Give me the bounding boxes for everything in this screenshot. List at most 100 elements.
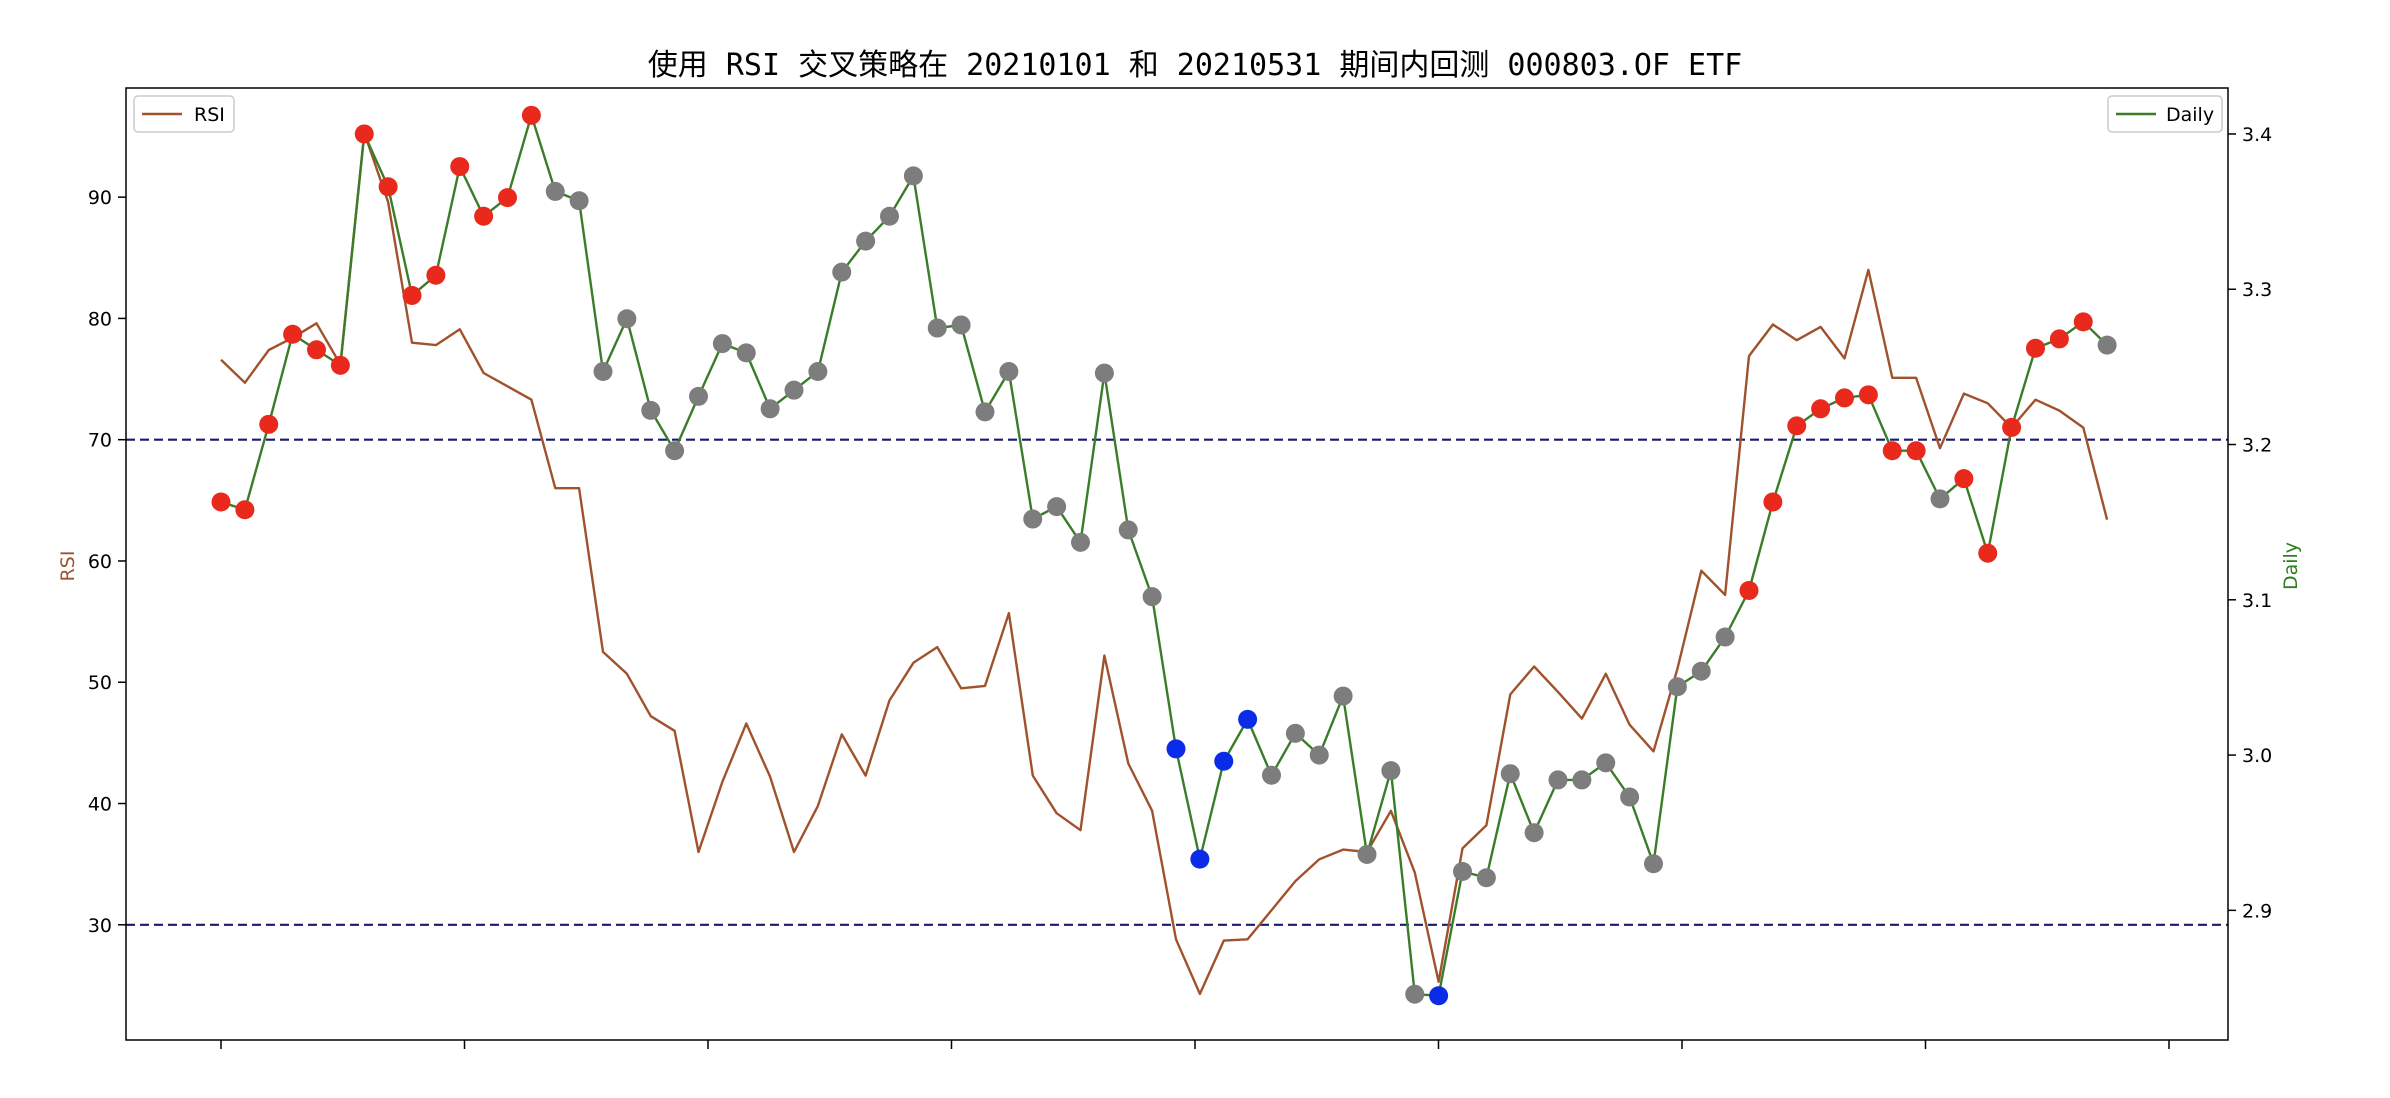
legend-right: Daily (2107, 95, 2223, 133)
series-line-daily (220, 114, 2108, 997)
data-point-signal-red (2073, 312, 2093, 332)
data-point-signal-red (259, 414, 279, 434)
series-line-rsi (220, 131, 2109, 996)
data-point-signal-gray (903, 166, 923, 186)
data-point-signal-gray (856, 231, 876, 251)
plot-frame (125, 87, 2229, 1041)
data-point-signal-red (211, 492, 231, 512)
data-point-signal-gray (1548, 770, 1568, 790)
data-point-signal-gray (1715, 627, 1735, 647)
data-point-signal-gray (1691, 661, 1711, 681)
right-tick-label: 2.9 (2242, 900, 2272, 922)
data-point-signal-red (498, 188, 517, 208)
data-point-signal-gray (1047, 497, 1067, 517)
data-point-signal-red (2002, 417, 2022, 437)
data-point-signal-red (1906, 441, 1926, 461)
data-point-signal-red (354, 124, 374, 144)
data-point-signal-red (402, 285, 422, 305)
left-tick-label: 50 (88, 672, 112, 694)
data-point-signal-red (450, 157, 470, 177)
data-point-signal-red (1835, 388, 1854, 408)
data-point-signal-gray (808, 362, 828, 382)
data-point-signal-gray (569, 191, 589, 211)
data-point-signal-gray (760, 399, 780, 419)
legend-left: RSI (133, 95, 235, 133)
right-tick-label: 3.1 (2242, 590, 2272, 612)
data-point-signal-red (378, 177, 398, 197)
data-point-signal-gray (1118, 520, 1138, 540)
data-point-signal-gray (1333, 686, 1353, 706)
legend-left-box (133, 95, 235, 133)
left-tick-label: 40 (88, 794, 112, 816)
data-point-signal-gray (593, 362, 613, 382)
data-point-signal-red (1763, 492, 1783, 512)
data-point-signal-blue (1190, 849, 1210, 869)
data-point-signal-gray (665, 441, 685, 461)
data-point-signal-gray (951, 315, 971, 335)
data-point-signal-gray (641, 400, 661, 420)
data-point-signal-gray (880, 206, 899, 226)
data-point-signal-gray (999, 362, 1019, 382)
data-point-signal-gray (1309, 745, 1329, 765)
data-point-signal-gray (975, 402, 995, 422)
legend-left-label: RSI (194, 104, 225, 126)
data-point-signal-gray (1262, 765, 1281, 785)
left-tick-label: 90 (88, 187, 112, 209)
data-point-signal-red (235, 500, 255, 520)
data-point-signal-red (474, 206, 494, 226)
data-point-signal-blue (1166, 739, 1186, 759)
left-tick-label: 80 (88, 308, 112, 330)
data-point-signal-gray (1071, 532, 1090, 552)
data-point-signal-red (2049, 329, 2069, 349)
right-tick-label: 3.0 (2242, 745, 2272, 767)
data-point-signal-red (2026, 338, 2045, 358)
data-point-signal-red (1787, 416, 1807, 436)
data-point-signal-gray (689, 386, 708, 406)
legend-right-box (2107, 95, 2223, 133)
right-tick-label: 3.2 (2242, 435, 2272, 457)
right-axis-label: Daily (2280, 542, 2302, 590)
data-point-signal-gray (1596, 753, 1616, 773)
data-point-signal-gray (1094, 363, 1114, 383)
left-axis-label: RSI (57, 551, 79, 582)
data-point-signal-gray (1285, 723, 1305, 743)
data-point-signal-gray (1357, 844, 1377, 864)
data-point-signal-gray (1453, 862, 1472, 882)
chart-title: 使用 RSI 交叉策略在 20210101 和 20210531 期间内回测 0… (647, 48, 1743, 83)
legend-right-label: Daily (2166, 104, 2214, 126)
data-point-signal-gray (832, 262, 852, 282)
data-point-signal-gray (1476, 868, 1496, 888)
data-point-signal-red (1978, 543, 1998, 563)
data-point-signal-red (307, 340, 326, 360)
data-point-signal-gray (1667, 677, 1687, 697)
data-point-signal-gray (784, 380, 804, 400)
data-point-signal-gray (1381, 761, 1401, 781)
data-point-signal-blue (1238, 709, 1258, 729)
data-point-signal-gray (1142, 587, 1162, 607)
data-point-signal-gray (2097, 335, 2117, 355)
right-tick-label: 3.3 (2242, 279, 2272, 301)
data-point-signal-gray (617, 309, 637, 329)
data-point-signal-gray (736, 343, 756, 363)
data-point-signal-gray (1620, 787, 1640, 807)
data-point-signal-gray (1930, 489, 1950, 509)
data-point-signal-red (1954, 469, 1974, 489)
data-point-signal-red (426, 265, 446, 285)
data-point-signal-gray (1524, 823, 1544, 843)
data-point-signal-gray (1644, 854, 1663, 874)
data-point-signal-blue (1214, 751, 1234, 771)
data-point-signal-gray (1405, 984, 1425, 1004)
left-tick-label: 60 (88, 551, 112, 573)
left-tick-label: 70 (88, 430, 112, 452)
data-point-signal-red (1739, 580, 1759, 600)
right-tick-label: 3.4 (2242, 124, 2272, 146)
data-point-signal-gray (545, 181, 565, 201)
data-point-signal-gray (1500, 764, 1520, 784)
data-point-signal-gray (712, 334, 732, 354)
data-point-signal-gray (1572, 770, 1592, 790)
data-point-signal-red (1858, 385, 1878, 405)
data-point-signal-red (283, 324, 303, 344)
data-point-signal-red (1811, 399, 1831, 419)
